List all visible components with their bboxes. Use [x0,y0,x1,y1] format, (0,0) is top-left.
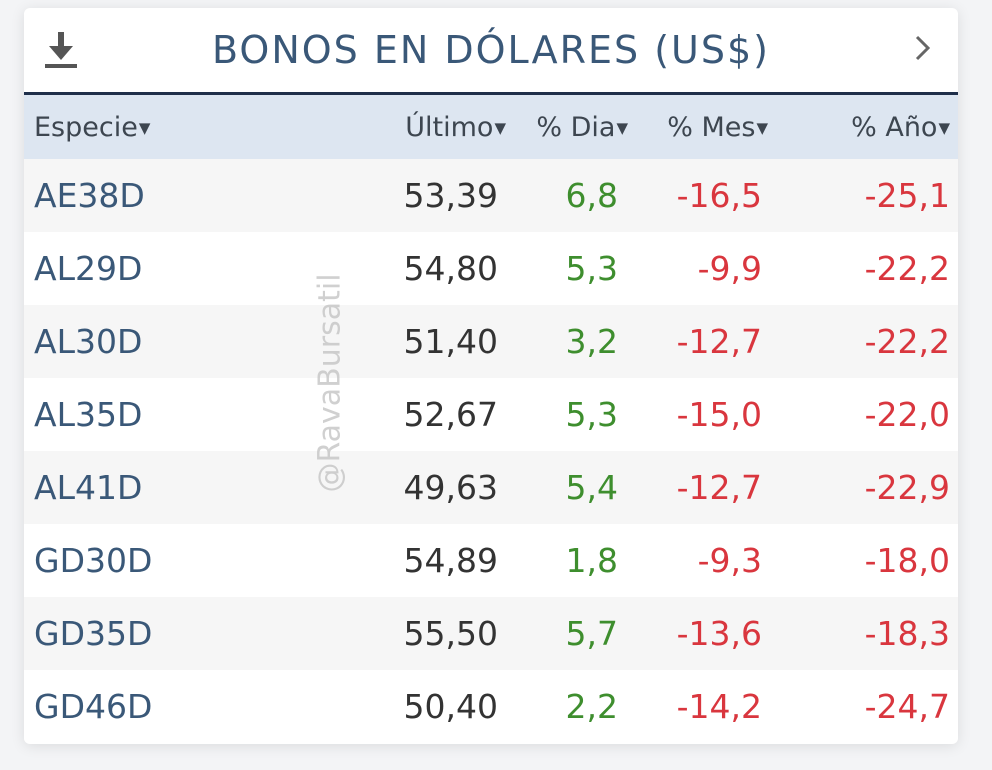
table-row[interactable]: AL30D 51,40 3,2 -12,7 -22,2 [24,305,958,378]
column-header-ultimo[interactable]: Último▼ [405,111,506,143]
cell-pct-dia: 5,4 [565,468,618,507]
cell-pct-anio: -22,2 [864,249,950,288]
cell-pct-mes: -13,6 [676,614,762,653]
cell-especie[interactable]: AL29D [34,249,143,288]
bonds-widget: BONOS EN DÓLARES (US$) Especie▼ Último▼ … [24,8,958,744]
table-row[interactable]: GD35D 55,50 5,7 -13,6 -18,3 [24,597,958,670]
cell-pct-anio: -22,2 [864,322,950,361]
caret-down-icon: ▼ [938,119,950,137]
cell-ultimo: 49,63 [403,468,498,507]
download-icon[interactable] [44,30,78,70]
cell-ultimo: 52,67 [403,395,498,434]
cell-pct-dia: 2,2 [565,687,618,726]
cell-pct-anio: -24,7 [864,687,950,726]
cell-pct-anio: -22,0 [864,395,950,434]
cell-pct-anio: -18,0 [864,541,950,580]
cell-especie[interactable]: AL41D [34,468,143,507]
cell-pct-dia: 6,8 [565,176,618,215]
cell-especie[interactable]: AL35D [34,395,143,434]
column-header-pct-mes[interactable]: % Mes▼ [667,111,768,143]
cell-ultimo: 54,80 [403,249,498,288]
cell-especie[interactable]: AE38D [34,176,145,215]
cell-pct-anio: -22,9 [864,468,950,507]
caret-down-icon: ▼ [756,119,768,137]
caret-down-icon: ▼ [616,119,628,137]
cell-especie[interactable]: GD46D [34,687,153,726]
cell-pct-mes: -14,2 [676,687,762,726]
widget-header: BONOS EN DÓLARES (US$) [24,8,958,92]
cell-pct-mes: -12,7 [676,322,762,361]
cell-pct-dia: 5,7 [565,614,618,653]
cell-ultimo: 54,89 [403,541,498,580]
cell-ultimo: 55,50 [403,614,498,653]
cell-pct-anio: -18,3 [864,614,950,653]
column-header-pct-anio[interactable]: % Año▼ [851,111,950,143]
cell-especie[interactable]: GD35D [34,614,153,653]
table-row[interactable]: GD46D 50,40 2,2 -14,2 -24,7 [24,670,958,743]
chevron-right-icon[interactable] [912,32,934,64]
cell-especie[interactable]: AL30D [34,322,143,361]
widget-title: BONOS EN DÓLARES (US$) [212,28,770,72]
table-header-row: Especie▼ Último▼ % Dia▼ % Mes▼ % Año▼ [24,95,958,159]
cell-pct-dia: 5,3 [565,395,618,434]
column-header-especie[interactable]: Especie▼ [34,111,151,143]
table-row[interactable]: AL41D 49,63 5,4 -12,7 -22,9 [24,451,958,524]
caret-down-icon: ▼ [494,119,506,137]
cell-pct-mes: -9,3 [697,541,762,580]
cell-pct-anio: -25,1 [864,176,950,215]
cell-ultimo: 50,40 [403,687,498,726]
table-row[interactable]: AL29D 54,80 5,3 -9,9 -22,2 [24,232,958,305]
table-row[interactable]: AE38D 53,39 6,8 -16,5 -25,1 [24,159,958,232]
caret-down-icon: ▼ [138,119,151,137]
cell-ultimo: 51,40 [403,322,498,361]
cell-pct-dia: 5,3 [565,249,618,288]
column-header-pct-dia[interactable]: % Dia▼ [536,111,628,143]
bonds-table: Especie▼ Último▼ % Dia▼ % Mes▼ % Año▼ AE… [24,95,958,743]
cell-ultimo: 53,39 [403,176,498,215]
cell-especie[interactable]: GD30D [34,541,153,580]
table-row[interactable]: AL35D 52,67 5,3 -15,0 -22,0 [24,378,958,451]
cell-pct-mes: -9,9 [697,249,762,288]
cell-pct-mes: -15,0 [676,395,762,434]
cell-pct-dia: 3,2 [565,322,618,361]
cell-pct-dia: 1,8 [565,541,618,580]
cell-pct-mes: -16,5 [676,176,762,215]
cell-pct-mes: -12,7 [676,468,762,507]
table-row[interactable]: GD30D 54,89 1,8 -9,3 -18,0 [24,524,958,597]
header-divider [24,92,958,95]
